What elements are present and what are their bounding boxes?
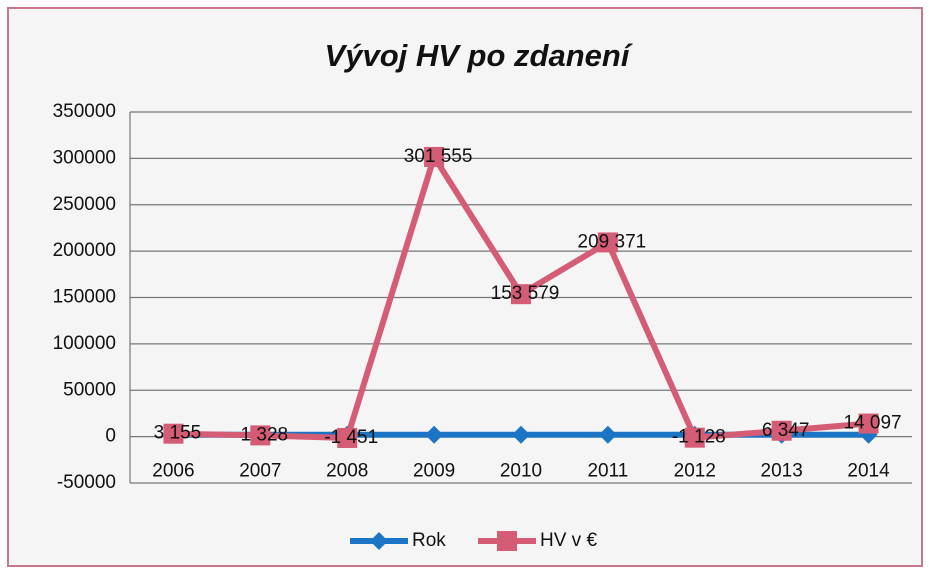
data-label: -1 451 (324, 427, 378, 448)
x-tick-label: 2007 (239, 461, 281, 482)
x-tick-label: 2010 (500, 461, 542, 482)
x-tick-label: 2014 (847, 461, 890, 482)
y-tick-label: 250000 (53, 194, 116, 215)
marker (512, 425, 530, 444)
data-label: 3 155 (154, 423, 202, 444)
marker (511, 284, 531, 305)
y-tick-label: 200000 (53, 240, 116, 261)
data-label: 301 555 (404, 146, 473, 167)
marker (497, 531, 517, 551)
marker (424, 146, 445, 167)
y-tick-label: -50000 (57, 472, 116, 493)
data-label: -1 128 (672, 427, 726, 448)
chart-title: Vývoj HV po zdanení (325, 38, 633, 73)
marker (163, 423, 184, 444)
data-label: 209 371 (578, 231, 647, 252)
x-tick-label: 2012 (674, 461, 716, 482)
x-tick-label: 2006 (152, 461, 194, 482)
marker (684, 427, 705, 448)
data-label: 6 347 (762, 420, 810, 441)
marker (337, 427, 358, 448)
data-label: 153 579 (491, 283, 560, 304)
legend-label: HV v € (540, 530, 597, 551)
marker (597, 232, 618, 253)
x-tick-label: 2008 (326, 461, 368, 482)
data-label: 14 097 (843, 413, 901, 434)
marker (771, 420, 792, 441)
marker (250, 425, 271, 446)
marker (598, 425, 617, 444)
y-tick-label: 350000 (53, 101, 116, 122)
x-tick-label: 2011 (587, 461, 628, 482)
y-tick-label: 300000 (53, 147, 116, 168)
y-tick-label: 150000 (53, 287, 116, 308)
x-tick-label: 2009 (413, 461, 455, 482)
marker (370, 532, 388, 550)
y-tick-label: 100000 (53, 333, 116, 354)
x-tick-label: 2013 (761, 461, 803, 482)
data-label: 1 328 (241, 424, 289, 445)
y-tick-label: 0 (105, 426, 116, 447)
y-tick-label: 50000 (63, 379, 116, 400)
marker (858, 413, 879, 434)
legend-label: Rok (412, 530, 446, 551)
marker (425, 425, 444, 444)
chart-frame (7, 7, 923, 567)
